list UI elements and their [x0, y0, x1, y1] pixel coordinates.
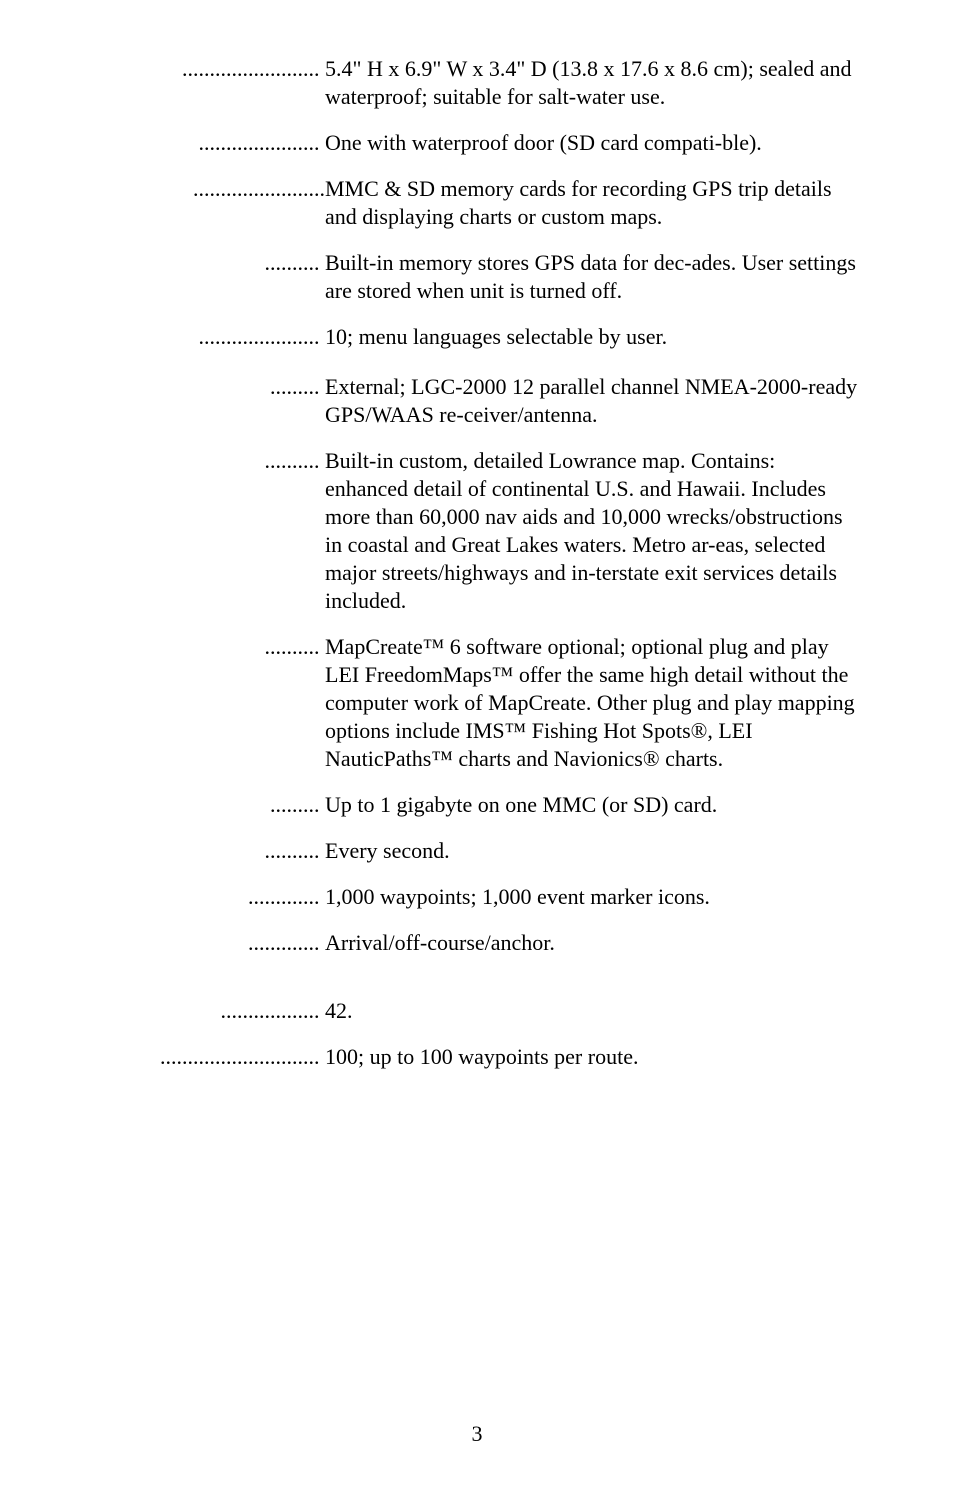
entry-text: 100; up to 100 waypoints per route.	[325, 1043, 859, 1071]
leader-dots: ..........	[95, 837, 325, 865]
document-page: ......................... 5.4" H x 6.9" …	[0, 0, 954, 1487]
leader-dots: ..................	[95, 997, 325, 1025]
leader-dots: .........	[95, 791, 325, 819]
spec-entry: ............. 1,000 waypoints; 1,000 eve…	[95, 883, 859, 911]
entries-list: ......................... 5.4" H x 6.9" …	[95, 55, 859, 1071]
entry-text: Arrival/off-course/anchor.	[325, 929, 859, 957]
spec-entry: .......... Built-in memory stores GPS da…	[95, 249, 859, 305]
entry-text: Built-in custom, detailed Lowrance map. …	[325, 447, 859, 615]
spec-entry: .................. 42.	[95, 997, 859, 1025]
entry-text: External; LGC-2000 12 parallel channel N…	[325, 373, 859, 429]
entry-text: 10; menu languages selectable by user.	[325, 323, 859, 351]
spec-entry: ...................... 10; menu language…	[95, 323, 859, 351]
leader-dots: ......................	[95, 323, 325, 351]
spec-entry: ............. Arrival/off-course/anchor.	[95, 929, 859, 957]
spec-entry: ........................MMC & SD memory …	[95, 175, 859, 231]
entry-text: MMC & SD memory cards for recording GPS …	[325, 175, 859, 231]
spec-entry: .......... Built-in custom, detailed Low…	[95, 447, 859, 615]
leader-dots: .........	[95, 373, 325, 429]
spec-entry: ............................. 100; up to…	[95, 1043, 859, 1071]
spec-entry: ......................... 5.4" H x 6.9" …	[95, 55, 859, 111]
leader-dots: .............................	[95, 1043, 325, 1071]
leader-dots: .............	[95, 929, 325, 957]
entry-text: Up to 1 gigabyte on one MMC (or SD) card…	[325, 791, 859, 819]
spec-entry: .......... MapCreate™ 6 software optiona…	[95, 633, 859, 773]
leader-dots: ......................	[95, 129, 325, 157]
leader-dots: ........................	[95, 175, 325, 231]
spec-entry: ......... External; LGC-2000 12 parallel…	[95, 373, 859, 429]
entry-text: 42.	[325, 997, 859, 1025]
leader-dots: .............	[95, 883, 325, 911]
entry-text: Built-in memory stores GPS data for dec-…	[325, 249, 859, 305]
page-number: 3	[0, 1421, 954, 1447]
spec-entry: ......... Up to 1 gigabyte on one MMC (o…	[95, 791, 859, 819]
leader-dots: ..........	[95, 447, 325, 615]
leader-dots: ..........	[95, 633, 325, 773]
leader-dots: ..........	[95, 249, 325, 305]
entry-text: One with waterproof door (SD card compat…	[325, 129, 859, 157]
entry-text: MapCreate™ 6 software optional; optional…	[325, 633, 859, 773]
entry-text: 5.4" H x 6.9" W x 3.4" D (13.8 x 17.6 x …	[325, 55, 859, 111]
spec-entry: .......... Every second.	[95, 837, 859, 865]
entry-text: Every second.	[325, 837, 859, 865]
entry-text: 1,000 waypoints; 1,000 event marker icon…	[325, 883, 859, 911]
spec-entry: ...................... One with waterpro…	[95, 129, 859, 157]
leader-dots: .........................	[95, 55, 325, 111]
